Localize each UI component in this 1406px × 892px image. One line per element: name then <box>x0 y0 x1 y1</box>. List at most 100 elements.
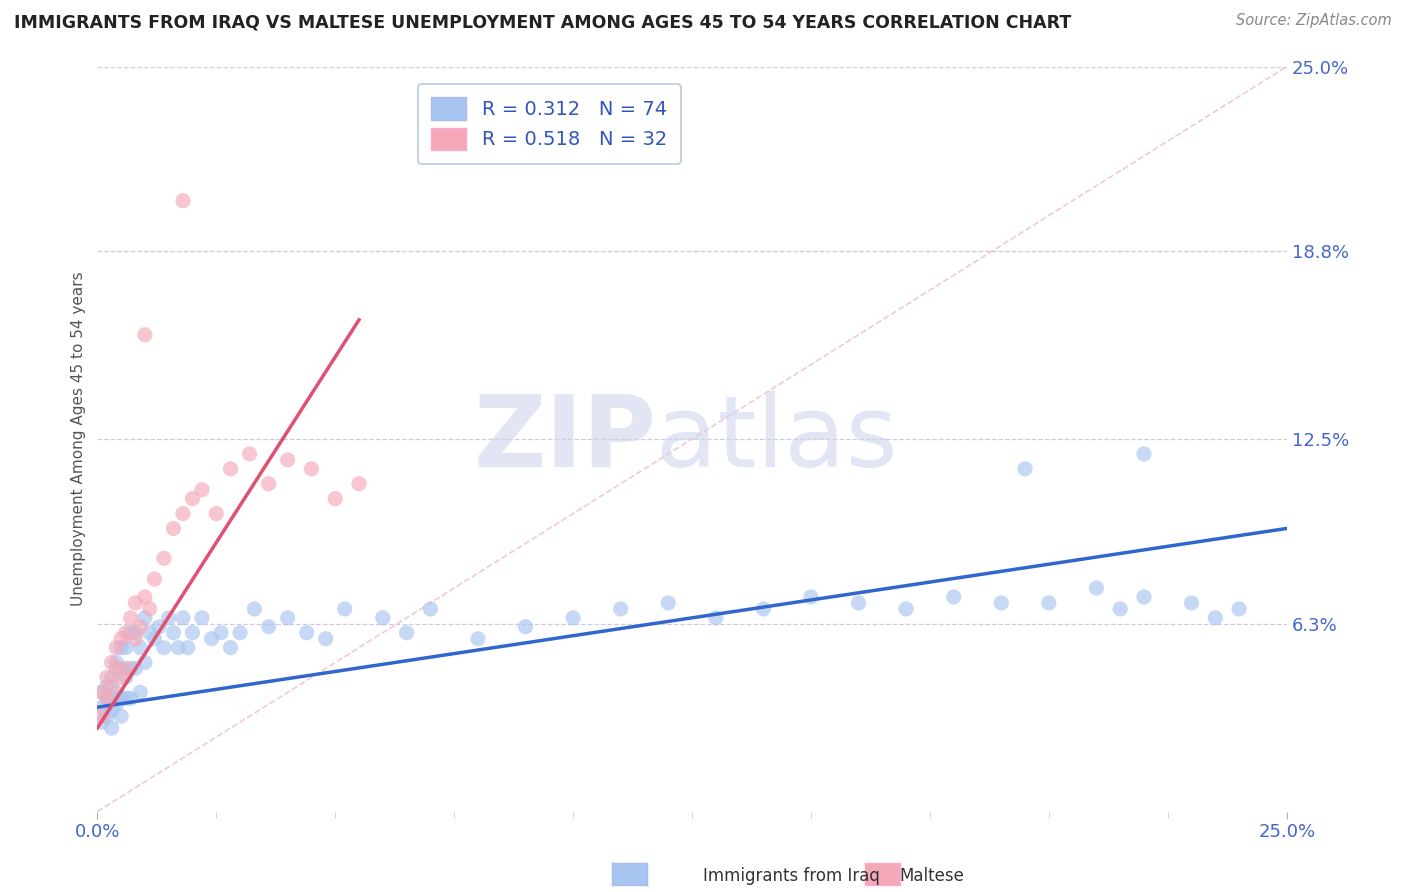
Point <box>1227 602 1250 616</box>
Point <box>301 462 323 476</box>
Point <box>105 640 128 655</box>
Point <box>167 640 190 655</box>
Point <box>110 632 132 646</box>
Point <box>110 709 132 723</box>
Point <box>96 691 118 706</box>
Point <box>134 611 156 625</box>
Point <box>120 691 142 706</box>
Point <box>105 698 128 712</box>
Point <box>96 691 118 706</box>
Point <box>110 661 132 675</box>
Point <box>562 611 585 625</box>
Point <box>120 611 142 625</box>
Point <box>96 709 118 723</box>
Point <box>172 507 194 521</box>
Point <box>704 611 727 625</box>
Point <box>91 709 114 723</box>
Point <box>191 611 214 625</box>
Point <box>1109 602 1132 616</box>
Point <box>752 602 775 616</box>
Point <box>800 590 823 604</box>
Point <box>100 721 122 735</box>
Point <box>134 327 156 342</box>
Point <box>1204 611 1226 625</box>
Point <box>323 491 346 506</box>
Point <box>990 596 1012 610</box>
Point <box>91 700 114 714</box>
Point <box>395 625 418 640</box>
Point <box>419 602 441 616</box>
Point <box>515 620 537 634</box>
Point <box>100 670 122 684</box>
Point <box>110 670 132 684</box>
Point <box>100 691 122 706</box>
Point <box>115 691 138 706</box>
Point <box>219 640 242 655</box>
Point <box>115 661 138 675</box>
Point <box>91 685 114 699</box>
Point <box>105 661 128 675</box>
Point <box>191 483 214 497</box>
Point <box>124 596 146 610</box>
Point <box>105 685 128 699</box>
Point <box>467 632 489 646</box>
Point <box>115 670 138 684</box>
Point <box>153 640 176 655</box>
Text: ZIP: ZIP <box>474 391 657 488</box>
Y-axis label: Unemployment Among Ages 45 to 54 years: Unemployment Among Ages 45 to 54 years <box>72 272 86 607</box>
Point <box>181 491 204 506</box>
Point <box>172 194 194 208</box>
Point <box>277 453 299 467</box>
Point <box>172 611 194 625</box>
Point <box>657 596 679 610</box>
Point <box>1180 596 1202 610</box>
Point <box>124 661 146 675</box>
Point <box>96 679 118 693</box>
Point <box>134 590 156 604</box>
Point <box>257 620 280 634</box>
Point <box>277 611 299 625</box>
Point <box>347 476 370 491</box>
Point <box>138 625 160 640</box>
Point <box>894 602 917 616</box>
Point <box>138 602 160 616</box>
Point <box>96 670 118 684</box>
Point <box>110 691 132 706</box>
Point <box>219 462 242 476</box>
Point <box>1133 590 1156 604</box>
Point <box>229 625 252 640</box>
Point <box>1085 581 1108 595</box>
Point <box>143 572 166 586</box>
Point <box>110 640 132 655</box>
Legend: R = 0.312   N = 74, R = 0.518   N = 32: R = 0.312 N = 74, R = 0.518 N = 32 <box>418 84 681 164</box>
Point <box>91 715 114 730</box>
Point <box>848 596 870 610</box>
Point <box>124 632 146 646</box>
Text: IMMIGRANTS FROM IRAQ VS MALTESE UNEMPLOYMENT AMONG AGES 45 TO 54 YEARS CORRELATI: IMMIGRANTS FROM IRAQ VS MALTESE UNEMPLOY… <box>14 13 1071 31</box>
Point <box>124 625 146 640</box>
Point <box>181 625 204 640</box>
Point <box>120 625 142 640</box>
Point <box>1133 447 1156 461</box>
Point <box>134 656 156 670</box>
Point <box>1038 596 1060 610</box>
Point <box>243 602 266 616</box>
Point <box>1014 462 1036 476</box>
Text: Maltese: Maltese <box>900 867 965 885</box>
Text: Immigrants from Iraq: Immigrants from Iraq <box>703 867 880 885</box>
Point <box>120 661 142 675</box>
Point <box>157 611 180 625</box>
Point <box>205 507 228 521</box>
Point <box>115 625 138 640</box>
Point <box>162 625 184 640</box>
Point <box>91 685 114 699</box>
Point <box>177 640 200 655</box>
Point <box>129 620 152 634</box>
Point <box>371 611 394 625</box>
Point <box>100 703 122 717</box>
Point <box>129 640 152 655</box>
Point <box>200 632 222 646</box>
Point <box>100 679 122 693</box>
Point <box>239 447 262 461</box>
Point <box>105 656 128 670</box>
